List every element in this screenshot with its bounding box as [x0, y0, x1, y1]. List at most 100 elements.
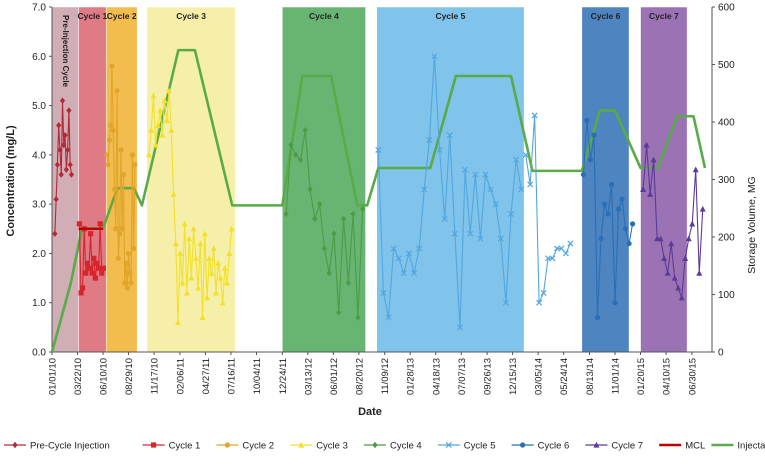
data-point [63, 166, 69, 173]
legend-item: MCL [659, 441, 705, 452]
data-point [612, 300, 618, 306]
cycle-band-3 [146, 6, 236, 353]
data-point [183, 289, 190, 296]
legend-label: Injectate Remaining in Aquifer [737, 441, 765, 452]
data-point [201, 230, 208, 237]
data-point [154, 122, 161, 128]
data-point [175, 319, 182, 326]
data-point [462, 166, 469, 173]
x-tick-label: 08/13/14 [585, 358, 596, 395]
data-point [83, 270, 89, 276]
data-point [671, 274, 678, 281]
data-point [89, 270, 95, 276]
data-point [598, 236, 604, 242]
data-point [111, 186, 118, 192]
data-point [601, 201, 608, 207]
legend-item: Cycle 3 [290, 441, 348, 452]
data-point [594, 314, 601, 321]
data-point [106, 137, 113, 143]
cycle-band-label: Cycle 3 [176, 11, 206, 21]
data-point [650, 156, 657, 163]
data-point [426, 137, 433, 144]
data-point [221, 265, 228, 271]
series-line-3 [148, 90, 233, 323]
data-point [113, 226, 119, 232]
data-point [355, 314, 361, 321]
x-tick-label: 09/26/13 [483, 358, 494, 395]
legend: Pre-Cycle Injection Cycle 1 Cycle 2 Cycle 3… [4, 441, 765, 452]
legend-item: Cycle 5 [437, 441, 495, 452]
data-point [297, 156, 304, 163]
data-point [508, 210, 515, 218]
data-point [125, 250, 132, 257]
data-point [84, 260, 91, 266]
x-tick-label: 04/18/13 [431, 358, 442, 395]
data-point [345, 279, 351, 287]
data-point [622, 226, 629, 232]
data-point [166, 87, 173, 94]
data-point [56, 122, 62, 129]
x-axis-label: Date [358, 406, 382, 418]
x-tick-label: 11/01/14 [611, 358, 622, 394]
data-point [668, 240, 675, 247]
x-tick-label: 05/24/14 [559, 358, 570, 395]
data-point [411, 270, 418, 277]
x-tick-label: 12/15/13 [508, 358, 519, 395]
y2-axis-label: Storage Volume, MG [746, 176, 758, 273]
data-point [685, 235, 692, 242]
data-point [643, 141, 650, 148]
y2-tick-label: 300 [718, 175, 735, 186]
data-point [119, 226, 125, 232]
data-point [375, 146, 382, 153]
cycle-band-7 [640, 6, 688, 353]
x-tick-label: 01/01/10 [48, 358, 59, 395]
data-point [128, 280, 134, 286]
data-point [692, 166, 699, 173]
data-point [210, 245, 217, 252]
data-point [567, 240, 574, 247]
legend-label: Cycle 2 [242, 441, 274, 452]
data-point [170, 191, 177, 197]
data-point [502, 299, 509, 306]
cycle-band-6 [581, 6, 630, 353]
data-point [283, 210, 289, 218]
data-point [390, 245, 397, 252]
cycle-band-1 [78, 6, 107, 353]
y-tick-label: 1.0 [32, 298, 46, 309]
data-point [215, 260, 222, 266]
data-point [54, 161, 61, 168]
data-point [228, 225, 235, 232]
legend-label: Cycle 6 [538, 441, 570, 452]
data-point [91, 255, 97, 261]
data-point [67, 161, 73, 168]
data-point [68, 171, 75, 178]
data-point [115, 255, 121, 261]
y2-tick-label: 200 [718, 233, 735, 244]
data-point [114, 88, 120, 94]
series-layer [52, 53, 706, 331]
legend-item: Injectate Remaining in Aquifer [711, 441, 765, 452]
data-point [405, 250, 412, 257]
y-axis-label: Concentration (mg/L) [5, 125, 17, 237]
data-point [321, 245, 328, 252]
legend-label: Cycle 4 [390, 441, 422, 452]
data-point [626, 240, 632, 247]
y2-tick-label: 600 [718, 3, 735, 14]
x-tick-label: 02/06/11 [175, 358, 186, 394]
series-line-6 [525, 115, 571, 303]
data-point [608, 181, 615, 188]
data-point [86, 265, 92, 271]
data-point [605, 211, 611, 217]
data-point [293, 151, 299, 159]
data-point [513, 156, 520, 163]
data-point [179, 279, 186, 286]
data-point [441, 215, 448, 222]
tick-labels: 0.0 1.0 2.0 3.0 4.0 5.0 6.0 7.0 0 100 200 300 400 500… [32, 3, 735, 395]
data-point [317, 200, 323, 208]
data-point [497, 235, 504, 242]
data-point [682, 255, 689, 261]
data-point [123, 260, 129, 266]
data-point [431, 53, 438, 60]
x-tick-label: 08/20/12 [354, 358, 365, 395]
